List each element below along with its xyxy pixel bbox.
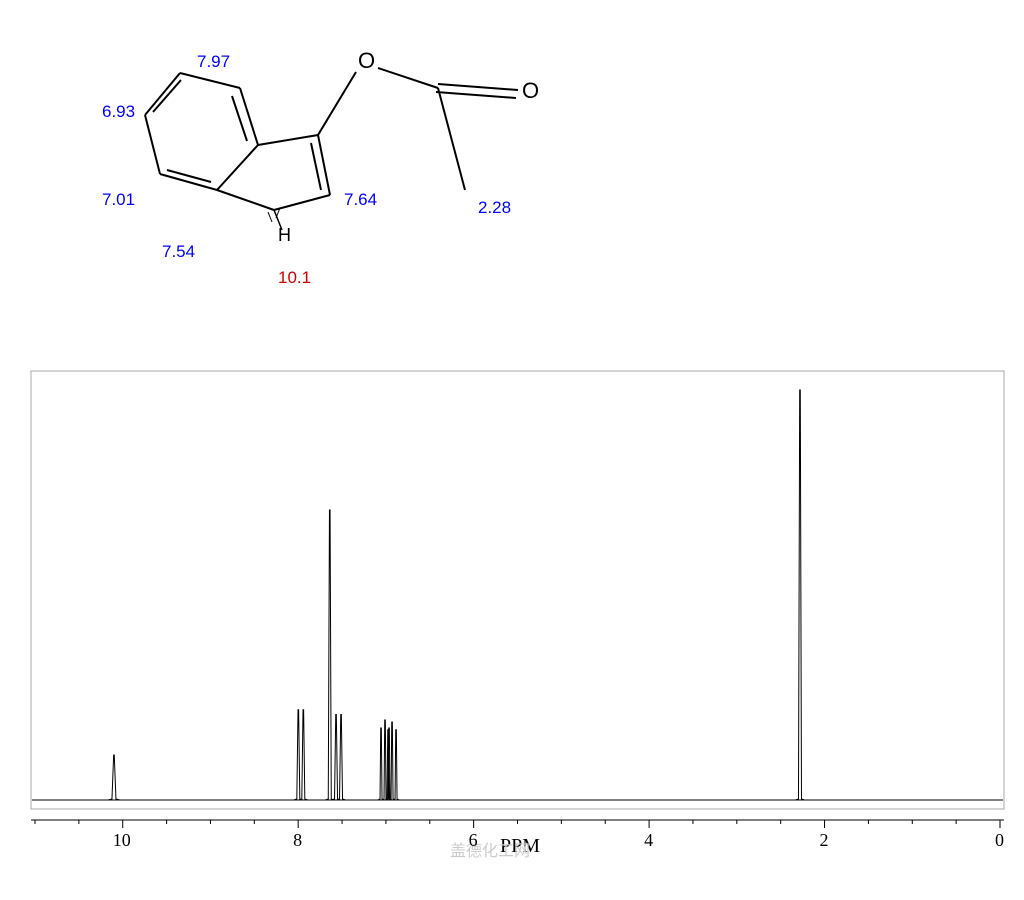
shift-label: 2.28 [478, 198, 511, 218]
spectrum-svg [30, 370, 1005, 870]
shift-label-nh: 10.1 [278, 268, 311, 288]
axis-tick-label: 4 [644, 830, 653, 851]
axis-tick-label: 8 [293, 830, 302, 851]
shift-label: 6.93 [102, 102, 135, 122]
axis-tick-label: 10 [113, 830, 131, 851]
shift-label: 7.64 [344, 190, 377, 210]
atom-oxygen-2: O [522, 78, 539, 104]
axis-tick-label: 2 [820, 830, 829, 851]
structure-svg [60, 30, 560, 300]
atom-oxygen-1: O [358, 48, 375, 74]
shift-label: 7.01 [102, 190, 135, 210]
shift-label: 7.97 [197, 52, 230, 72]
spectrum-frame [31, 371, 1004, 809]
axis-tick-label: 6 [469, 830, 478, 851]
axis-tick-label: 0 [995, 830, 1004, 851]
watermark: 盖德化工网 [450, 837, 530, 861]
shift-label: 7.54 [162, 242, 195, 262]
atom-hydrogen: H [278, 225, 291, 246]
axis-ticks [35, 820, 1000, 828]
chemical-structure: O O H 7.97 6.93 7.01 7.54 7.64 2.28 10.1 [60, 30, 560, 300]
nmr-spectrum: PPM 盖德化工网 0246810 [30, 370, 1005, 870]
